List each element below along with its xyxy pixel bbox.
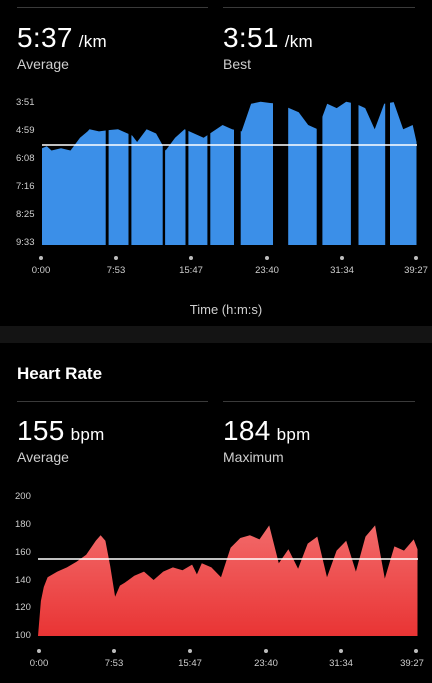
pace-average-label: Average <box>17 56 69 72</box>
pace-gap <box>273 100 289 245</box>
pace-x-dot <box>340 256 344 260</box>
pace-y-tick: 8:25 <box>16 209 35 220</box>
pace-y-tick: 6:08 <box>16 153 35 164</box>
pace-x-tick: 39:27 <box>404 265 428 276</box>
hr-y-tick: 160 <box>15 547 31 558</box>
pace-y-tick: 4:59 <box>16 125 35 136</box>
pace-average-number: 5:37 <box>17 22 73 53</box>
hr-average-label: Average <box>17 449 69 465</box>
pace-best-unit: /km <box>284 32 313 51</box>
pace-x-dot <box>39 256 43 260</box>
pace-best-value: 3:51/km <box>223 22 313 54</box>
pace-x-tick: 15:47 <box>179 265 203 276</box>
hr-maximum-number: 184 <box>223 415 271 446</box>
pace-gap <box>350 100 359 245</box>
pace-gap <box>385 100 390 245</box>
hr-x-tick: 39:27 <box>400 658 424 669</box>
section-separator <box>0 326 432 343</box>
hr-x-dot <box>264 649 268 653</box>
pace-gap <box>207 100 211 245</box>
hr-x-tick: 7:53 <box>104 658 124 669</box>
hr-x-tick: 31:34 <box>329 658 353 669</box>
hr-x-dot <box>414 649 418 653</box>
hr-divider-left <box>17 401 208 402</box>
hr-x-dot <box>112 649 116 653</box>
pace-y-tick: 3:51 <box>16 97 35 108</box>
pace-x-dot <box>114 256 118 260</box>
hr-average-number: 155 <box>17 415 65 446</box>
pace-y-tick: 7:16 <box>16 181 35 192</box>
hr-x-dot <box>188 649 192 653</box>
pace-best-label: Best <box>223 56 252 72</box>
hr-divider-right <box>223 401 415 402</box>
pace-gap <box>316 100 323 245</box>
pace-gap <box>128 100 132 245</box>
pace-x-dot <box>414 256 418 260</box>
hr-x-tick: 23:40 <box>254 658 278 669</box>
pace-best-number: 3:51 <box>223 22 279 53</box>
hr-average-unit: bpm <box>70 425 105 444</box>
hr-maximum-unit: bpm <box>276 425 311 444</box>
pace-chart <box>42 100 417 245</box>
hr-y-tick: 180 <box>15 519 31 530</box>
hr-y-tick: 100 <box>15 630 31 641</box>
pace-top-divider-left <box>17 7 208 8</box>
hr-average-value: 155 bpm <box>17 415 105 447</box>
pace-gap <box>185 100 189 245</box>
hr-y-tick: 140 <box>15 575 31 586</box>
pace-gap <box>105 100 109 245</box>
hr-maximum-label: Maximum <box>223 449 284 465</box>
pace-x-tick: 23:40 <box>255 265 279 276</box>
hr-y-tick: 200 <box>15 491 31 502</box>
hr-maximum-value: 184 bpm <box>223 415 311 447</box>
heart-rate-area-series <box>38 525 418 636</box>
hr-x-dot <box>339 649 343 653</box>
pace-average-value: 5:37/km <box>17 22 107 54</box>
pace-top-divider-right <box>223 7 415 8</box>
heart-rate-chart <box>38 525 418 636</box>
pace-gap <box>162 100 166 245</box>
pace-area-series <box>42 101 417 245</box>
hr-x-tick: 0:00 <box>29 658 49 669</box>
pace-x-dot <box>265 256 269 260</box>
pace-x-tick: 7:53 <box>106 265 126 276</box>
pace-x-tick: 31:34 <box>330 265 354 276</box>
pace-x-tick: 0:00 <box>31 265 51 276</box>
pace-average-unit: /km <box>78 32 107 51</box>
pace-x-axis-label: Time (h:m:s) <box>189 302 263 317</box>
hr-x-dot <box>37 649 41 653</box>
hr-y-tick: 120 <box>15 602 31 613</box>
pace-y-tick: 9:33 <box>16 237 35 248</box>
pace-x-dot <box>189 256 193 260</box>
hr-x-tick: 15:47 <box>178 658 202 669</box>
pace-gap <box>234 100 241 245</box>
heart-rate-title: Heart Rate <box>17 364 103 383</box>
